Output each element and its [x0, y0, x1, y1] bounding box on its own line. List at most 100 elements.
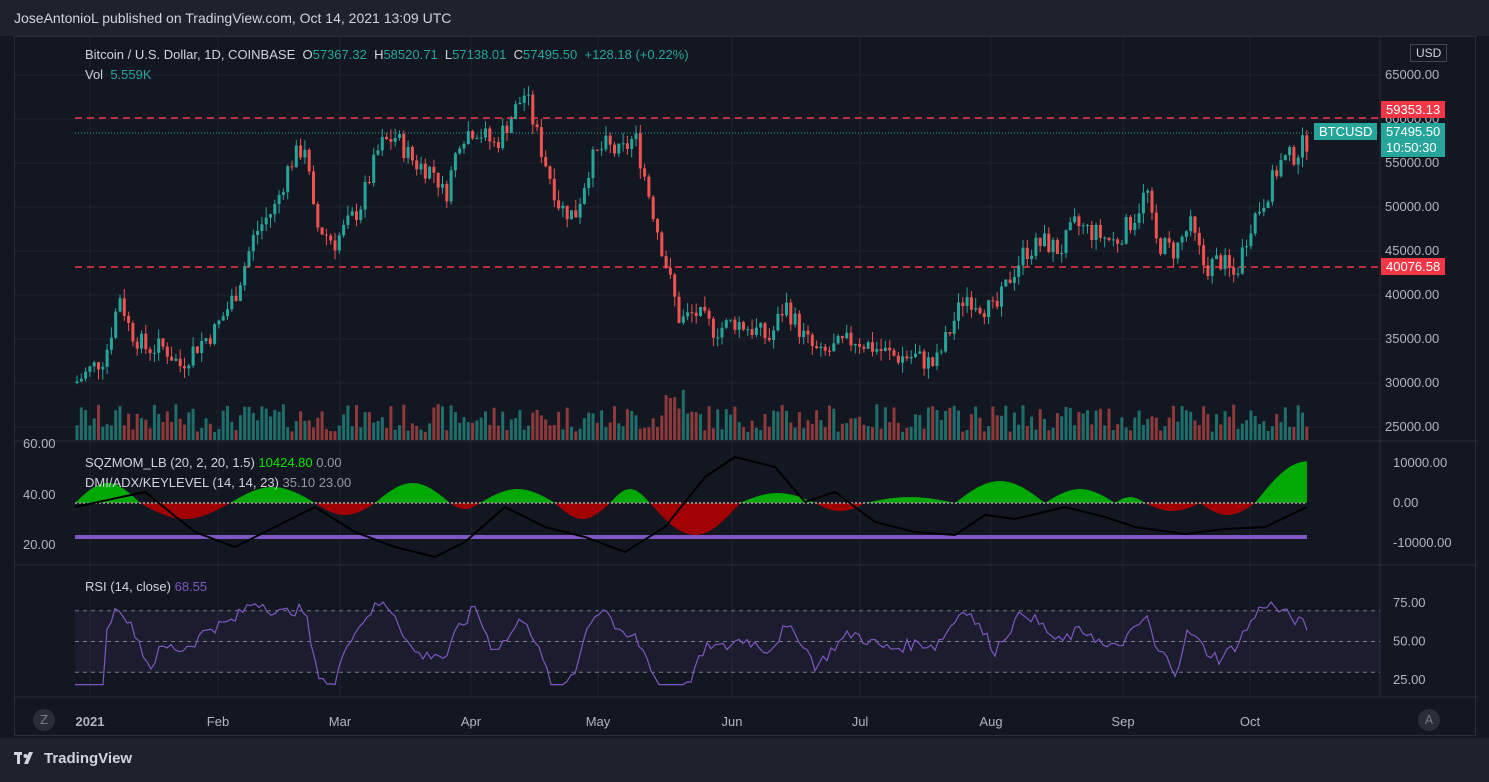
volume-bar: [329, 431, 333, 440]
candle-body: [1146, 190, 1150, 193]
candle-body: [410, 146, 414, 161]
candle-body: [1068, 222, 1072, 231]
volume-bar: [170, 421, 174, 440]
volume-bar: [256, 420, 260, 440]
rsi-legend: RSI (14, close) 68.55: [85, 579, 207, 594]
chart-area[interactable]: 65000.00 60000.00 55000.00 50000.00 45000.00…: [14, 36, 1477, 737]
volume-bar: [823, 427, 827, 440]
volume-bar: [423, 431, 427, 440]
low-value: 57138.01: [452, 47, 507, 62]
candle-body: [144, 333, 148, 350]
candle-body: [281, 192, 285, 195]
volume-bar: [152, 404, 156, 440]
candle-body: [238, 285, 242, 301]
dmi-label: DMI/ADX/KEYLEVEL (14, 14, 23): [85, 475, 279, 490]
sqz-label: SQZMOM_LB (20, 2, 20, 1.5): [85, 455, 255, 470]
momentum-negative-area: [1200, 503, 1255, 515]
candle-body: [1090, 225, 1094, 240]
candle-body: [883, 347, 887, 351]
volume-bar: [1150, 416, 1154, 440]
candle-body: [634, 133, 638, 140]
candle-body: [668, 268, 672, 275]
candle-body: [488, 128, 492, 142]
candle-body: [174, 358, 178, 361]
price-tick-label: 55000.00: [1385, 155, 1439, 170]
volume-label: Vol: [85, 67, 104, 82]
volume-bar: [367, 412, 371, 440]
volume-bar: [707, 406, 711, 440]
volume-bar: [742, 426, 745, 440]
dmi-legend: DMI/ADX/KEYLEVEL (14, 14, 23) 35.10 23.0…: [85, 475, 351, 490]
candle-body: [1270, 170, 1274, 202]
candle-body: [505, 125, 509, 134]
volume-bar: [1202, 406, 1206, 440]
candle-body: [952, 320, 956, 334]
volume-bar: [1266, 431, 1270, 440]
volume-bar: [815, 410, 819, 440]
volume-bar: [492, 407, 496, 440]
chart-canvas[interactable]: 65000.0060000.0055000.0050000.0045000.00…: [15, 37, 1477, 737]
candle-body: [823, 346, 827, 351]
sqz-tick-label: 0.00: [1393, 495, 1418, 510]
volume-bar: [776, 411, 780, 440]
candle-body: [582, 188, 586, 204]
volume-bar: [333, 431, 337, 440]
volume-bar: [862, 424, 866, 440]
volume-bar: [479, 417, 483, 440]
volume-bar: [238, 415, 242, 440]
auto-scale-button[interactable]: A: [1418, 709, 1440, 731]
volume-bar: [109, 425, 113, 440]
volume-bar: [1167, 417, 1171, 440]
sqz-tick-label: -10000.00: [1393, 535, 1452, 550]
volume-bar: [1184, 410, 1188, 440]
time-tick-label: Mar: [329, 714, 352, 729]
candle-body: [303, 149, 307, 158]
candle-body: [367, 182, 371, 184]
candle-body: [372, 154, 376, 183]
volume-bar: [875, 404, 879, 440]
momentum-positive-area: [230, 487, 315, 503]
candle-body: [625, 143, 629, 149]
volume-bar: [183, 424, 186, 440]
candle-body: [797, 313, 801, 338]
volume-bar: [505, 430, 509, 440]
candle-body: [1232, 267, 1236, 275]
candle-body: [277, 194, 281, 204]
candle-body: [613, 144, 616, 154]
volume-bar: [759, 430, 763, 440]
volume-bar: [789, 422, 793, 440]
volume-bar: [578, 428, 582, 440]
candle-body: [97, 362, 100, 370]
candle-body: [1202, 245, 1206, 266]
candle-body: [1167, 238, 1171, 243]
volume-bar: [97, 404, 100, 440]
candle-body: [346, 215, 350, 225]
candle-body: [742, 322, 745, 330]
volume-bar: [1008, 431, 1012, 440]
candle-body: [471, 131, 475, 139]
volume-bar: [174, 404, 178, 440]
candle-body: [1262, 207, 1266, 212]
candle-body: [1172, 242, 1175, 259]
zoom-button[interactable]: Z: [33, 709, 55, 731]
volume-bar: [406, 430, 410, 440]
volume-bar: [316, 417, 320, 440]
symbol-legend: Bitcoin / U.S. Dollar, 1D, COINBASE O573…: [85, 47, 689, 62]
tradingview-logo[interactable]: TradingView: [14, 750, 132, 767]
volume-bar: [466, 422, 470, 440]
volume-bar: [1146, 418, 1150, 440]
volume-bar: [1137, 410, 1141, 440]
candle-body: [853, 343, 857, 346]
volume-bar: [234, 430, 238, 440]
candle-body: [1249, 233, 1253, 247]
candle-body: [957, 302, 960, 321]
volume-bar: [664, 395, 668, 440]
candle-body: [1077, 216, 1081, 227]
volume-bar: [785, 410, 788, 440]
candle-body: [1253, 213, 1257, 234]
rsi-value: 68.55: [174, 579, 208, 594]
volume-bar: [690, 411, 694, 440]
volume-bar: [656, 427, 659, 440]
candle-body: [965, 297, 969, 307]
currency-label[interactable]: USD: [1410, 44, 1448, 62]
